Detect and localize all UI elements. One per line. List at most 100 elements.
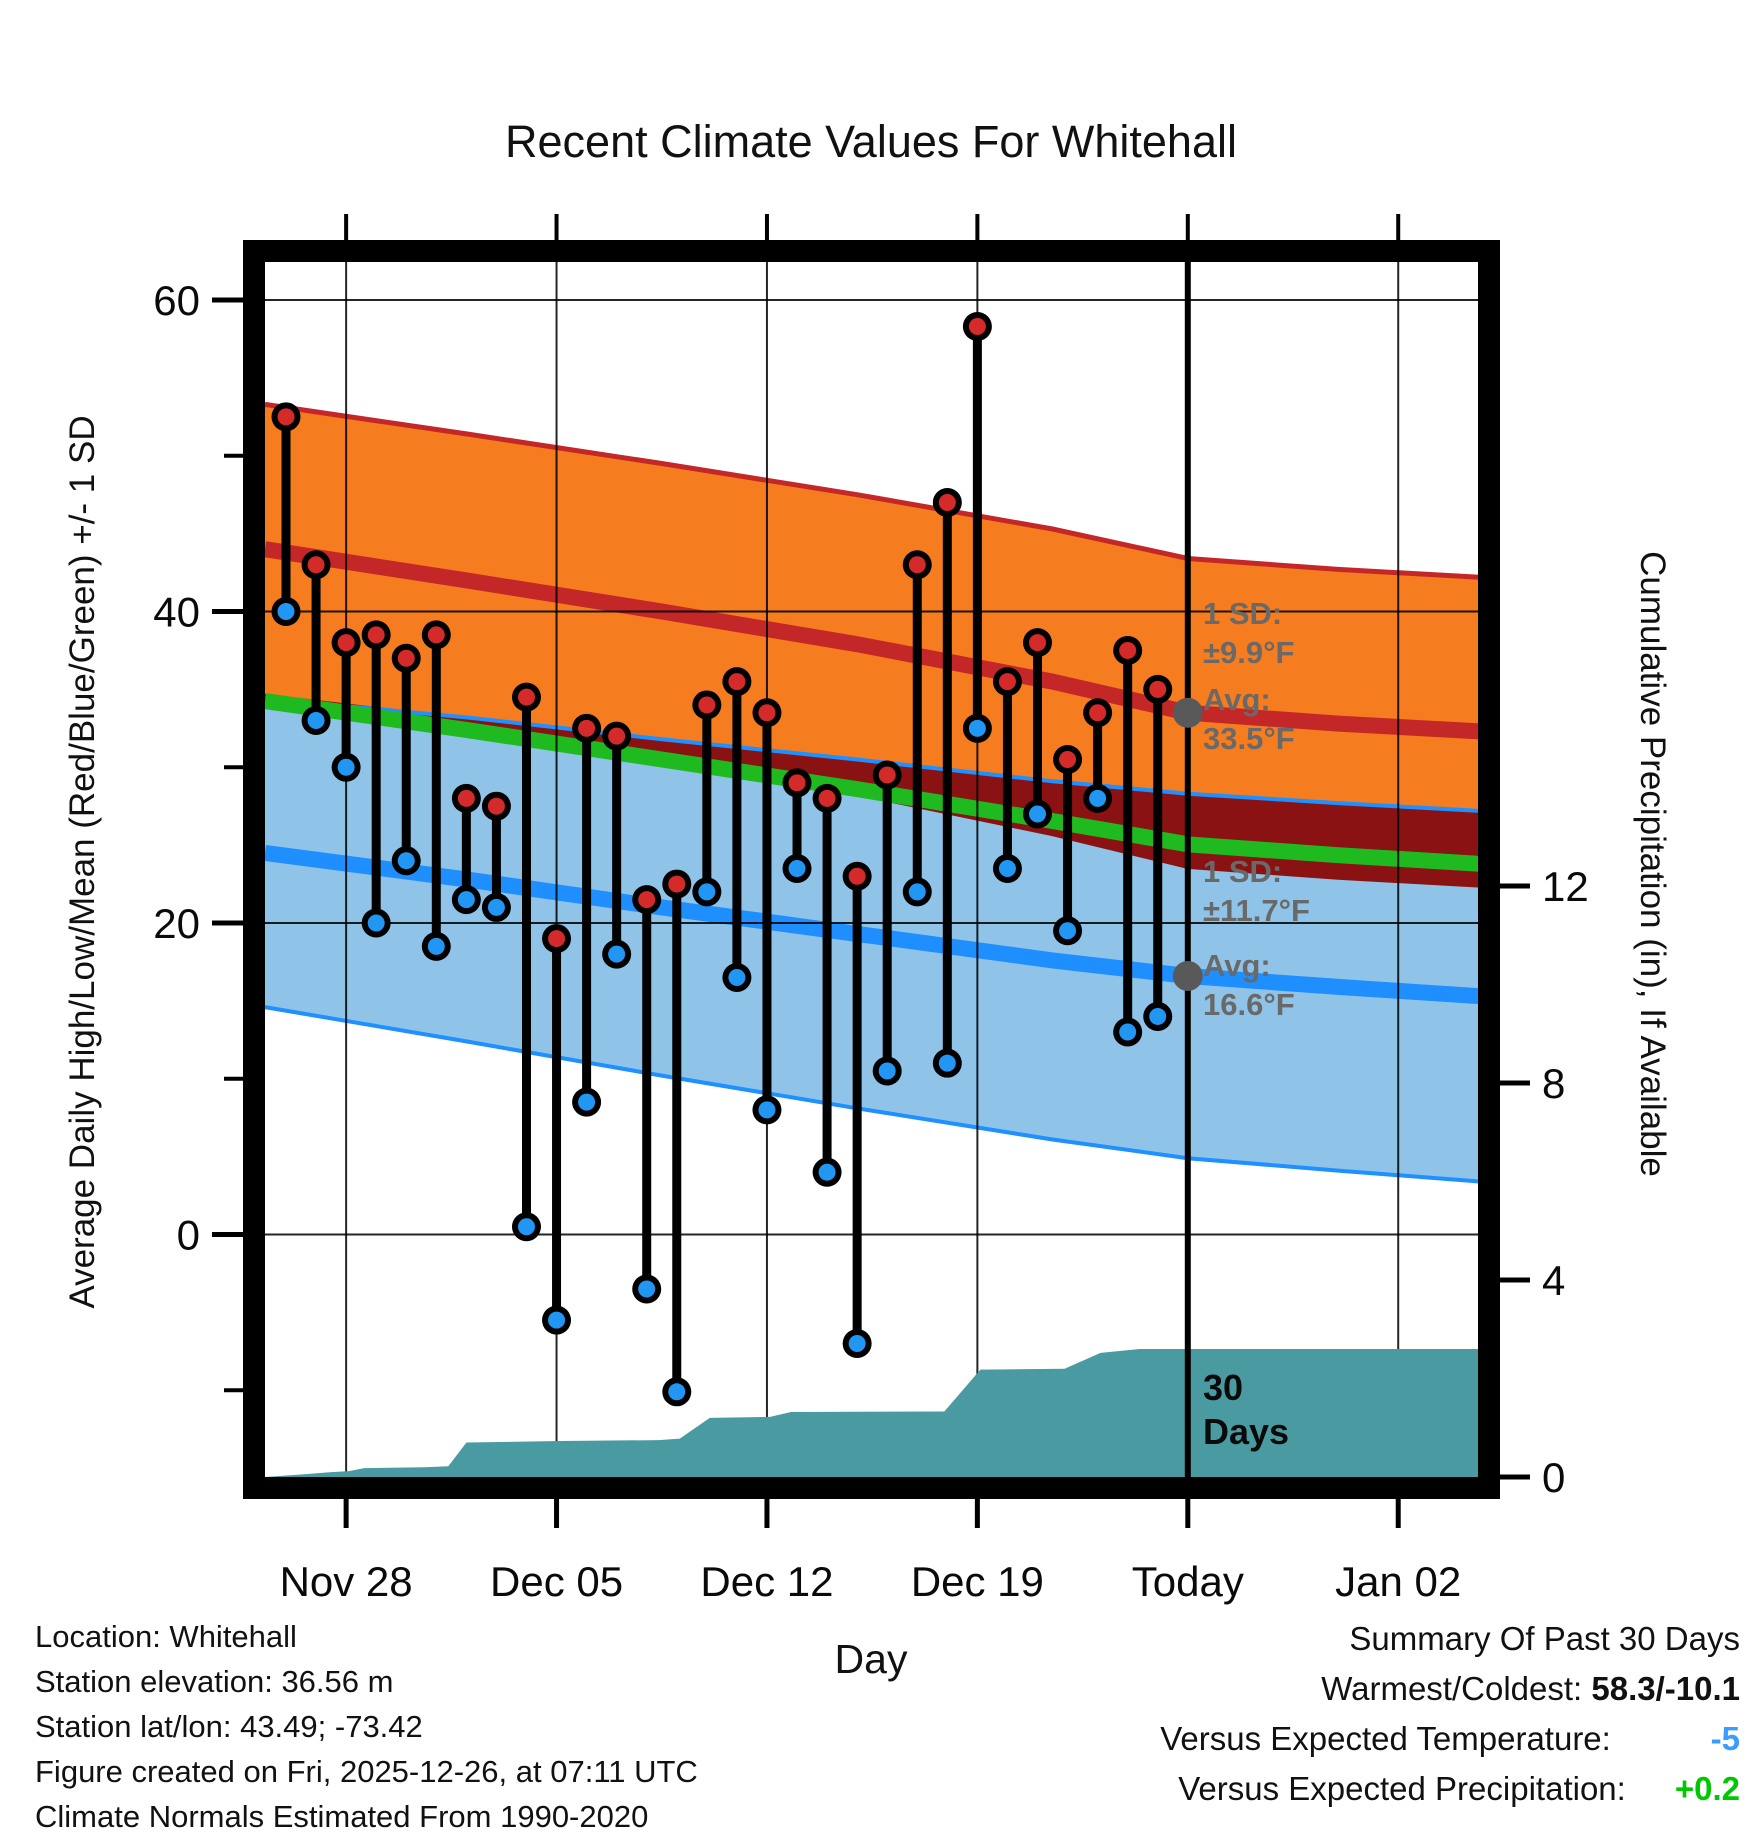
annotation-high-avg-value: 33.5°F — [1203, 721, 1295, 756]
annotation-low-avg-value: 16.6°F — [1203, 987, 1295, 1022]
low-dot — [337, 758, 355, 776]
low-dot — [1119, 1023, 1137, 1041]
low-dot — [1059, 922, 1077, 940]
annotation-low-avg: Avg: 16.6°F — [1203, 946, 1295, 1024]
station-elevation: Station elevation: 36.56 m — [35, 1664, 394, 1699]
high-dot — [1119, 641, 1137, 659]
annotation-low-sd-value: ±11.7°F — [1203, 893, 1310, 928]
low-dot — [698, 883, 716, 901]
low-dot — [397, 852, 415, 870]
high-dot — [698, 696, 716, 714]
avg-high-today-marker — [1172, 697, 1203, 728]
right-tick-label: 12 — [1542, 863, 1589, 910]
annotation-30-days-line1: 30 — [1203, 1367, 1244, 1408]
right-tick-label: 0 — [1542, 1454, 1565, 1501]
plot-border — [243, 240, 1500, 1499]
high-dot — [788, 774, 806, 792]
vs-precip-value: +0.2 — [1674, 1770, 1740, 1807]
warmest-coldest-row: Warmest/Coldest: 58.3/-10.1 — [1160, 1664, 1740, 1714]
high-dot — [878, 766, 896, 784]
low-dot — [998, 859, 1016, 877]
vs-temp-label: Versus Expected Temperature: — [1160, 1720, 1611, 1757]
low-dot — [788, 859, 806, 877]
annotation-low-avg-label: Avg: — [1203, 948, 1271, 983]
low-dot — [878, 1062, 896, 1080]
high-dot — [908, 556, 926, 574]
low-dot — [548, 1311, 566, 1329]
left-tick-label: 40 — [153, 589, 200, 636]
vs-precip-row: Versus Expected Precipitation: +0.2 — [1160, 1764, 1740, 1814]
annotation-low-sd-label: 1 SD: — [1203, 854, 1283, 889]
date-tick-label: Nov 28 — [280, 1558, 413, 1605]
low-dot — [908, 883, 926, 901]
high-dot — [1149, 680, 1167, 698]
vs-precip-label: Versus Expected Precipitation: — [1178, 1770, 1626, 1807]
low-dot — [517, 1218, 535, 1236]
annotation-high-sd: 1 SD: ±9.9°F — [1203, 594, 1294, 672]
high-dot — [337, 634, 355, 652]
annotation-30-days: 30 Days — [1203, 1366, 1289, 1454]
left-tick-label: 60 — [153, 277, 200, 324]
station-latlon: Station lat/lon: 43.49; -73.42 — [35, 1709, 423, 1744]
vs-temp-row: Versus Expected Temperature: -5 — [1160, 1714, 1740, 1764]
avg-low-today-marker — [1172, 960, 1203, 991]
normals-note: Climate Normals Estimated From 1990-2020 — [35, 1799, 649, 1834]
annotation-high-avg-label: Avg: — [1203, 682, 1271, 717]
low-dot — [1029, 805, 1046, 823]
date-tick-label: Today — [1132, 1558, 1244, 1605]
annotation-30-days-line2: Days — [1203, 1411, 1290, 1452]
high-dot — [728, 673, 746, 691]
left-tick-label: 20 — [153, 900, 200, 947]
high-dot — [938, 493, 956, 511]
cumulative-precip-area — [265, 1349, 1480, 1477]
high-dot — [457, 789, 475, 807]
summary-block: Summary Of Past 30 Days Warmest/Coldest:… — [1160, 1614, 1740, 1814]
low-dot — [1149, 1007, 1167, 1025]
station-info-block: Location: Whitehall Station elevation: 3… — [35, 1614, 698, 1839]
high-dot — [517, 688, 535, 706]
date-tick-label: Dec 05 — [490, 1558, 623, 1605]
high-dot — [367, 626, 385, 644]
right-tick-label: 8 — [1542, 1060, 1565, 1107]
left-tick-label: 0 — [177, 1212, 200, 1259]
date-tick-label: Dec 19 — [911, 1558, 1044, 1605]
high-dot — [487, 797, 505, 815]
vs-temp-value: -5 — [1710, 1720, 1740, 1757]
high-dot — [1089, 704, 1107, 722]
high-dot — [307, 556, 325, 574]
low-dot — [277, 603, 295, 620]
low-dot — [1089, 789, 1107, 807]
high-dot — [548, 930, 566, 948]
avg-high-line — [263, 541, 1480, 740]
high-dot — [998, 673, 1016, 691]
low-dot — [307, 712, 325, 730]
high-dot — [968, 317, 986, 335]
low-dot — [427, 937, 445, 955]
y-axis-label-left: Average Daily High/Low/Mean (Red/Blue/Gr… — [63, 415, 102, 1309]
low-dot — [608, 945, 626, 963]
summary-title: Summary Of Past 30 Days — [1349, 1620, 1740, 1657]
warmest-coldest-label: Warmest/Coldest: — [1321, 1670, 1583, 1707]
high-dot — [638, 891, 656, 909]
high-dot — [1029, 634, 1046, 652]
chart-title: Recent Climate Values For Whitehall — [505, 116, 1237, 167]
high-dot — [1059, 750, 1077, 768]
high-dot — [668, 875, 686, 893]
high-dot — [277, 408, 295, 426]
low-dot — [668, 1383, 686, 1401]
date-tick-label: Dec 12 — [700, 1558, 833, 1605]
low-dot — [938, 1054, 956, 1072]
date-tick-label: Jan 02 — [1335, 1558, 1461, 1605]
low-dot — [968, 719, 986, 737]
annotation-high-sd-value: ±9.9°F — [1203, 635, 1295, 670]
low-dot — [578, 1093, 596, 1111]
low-dot — [848, 1335, 866, 1353]
low-dot — [367, 914, 385, 932]
low-dot — [758, 1101, 776, 1119]
low-dot — [457, 891, 475, 909]
warmest-coldest-value: 58.3/-10.1 — [1591, 1670, 1740, 1707]
annotation-high-sd-label: 1 SD: — [1203, 596, 1283, 631]
high-dot — [608, 727, 626, 745]
